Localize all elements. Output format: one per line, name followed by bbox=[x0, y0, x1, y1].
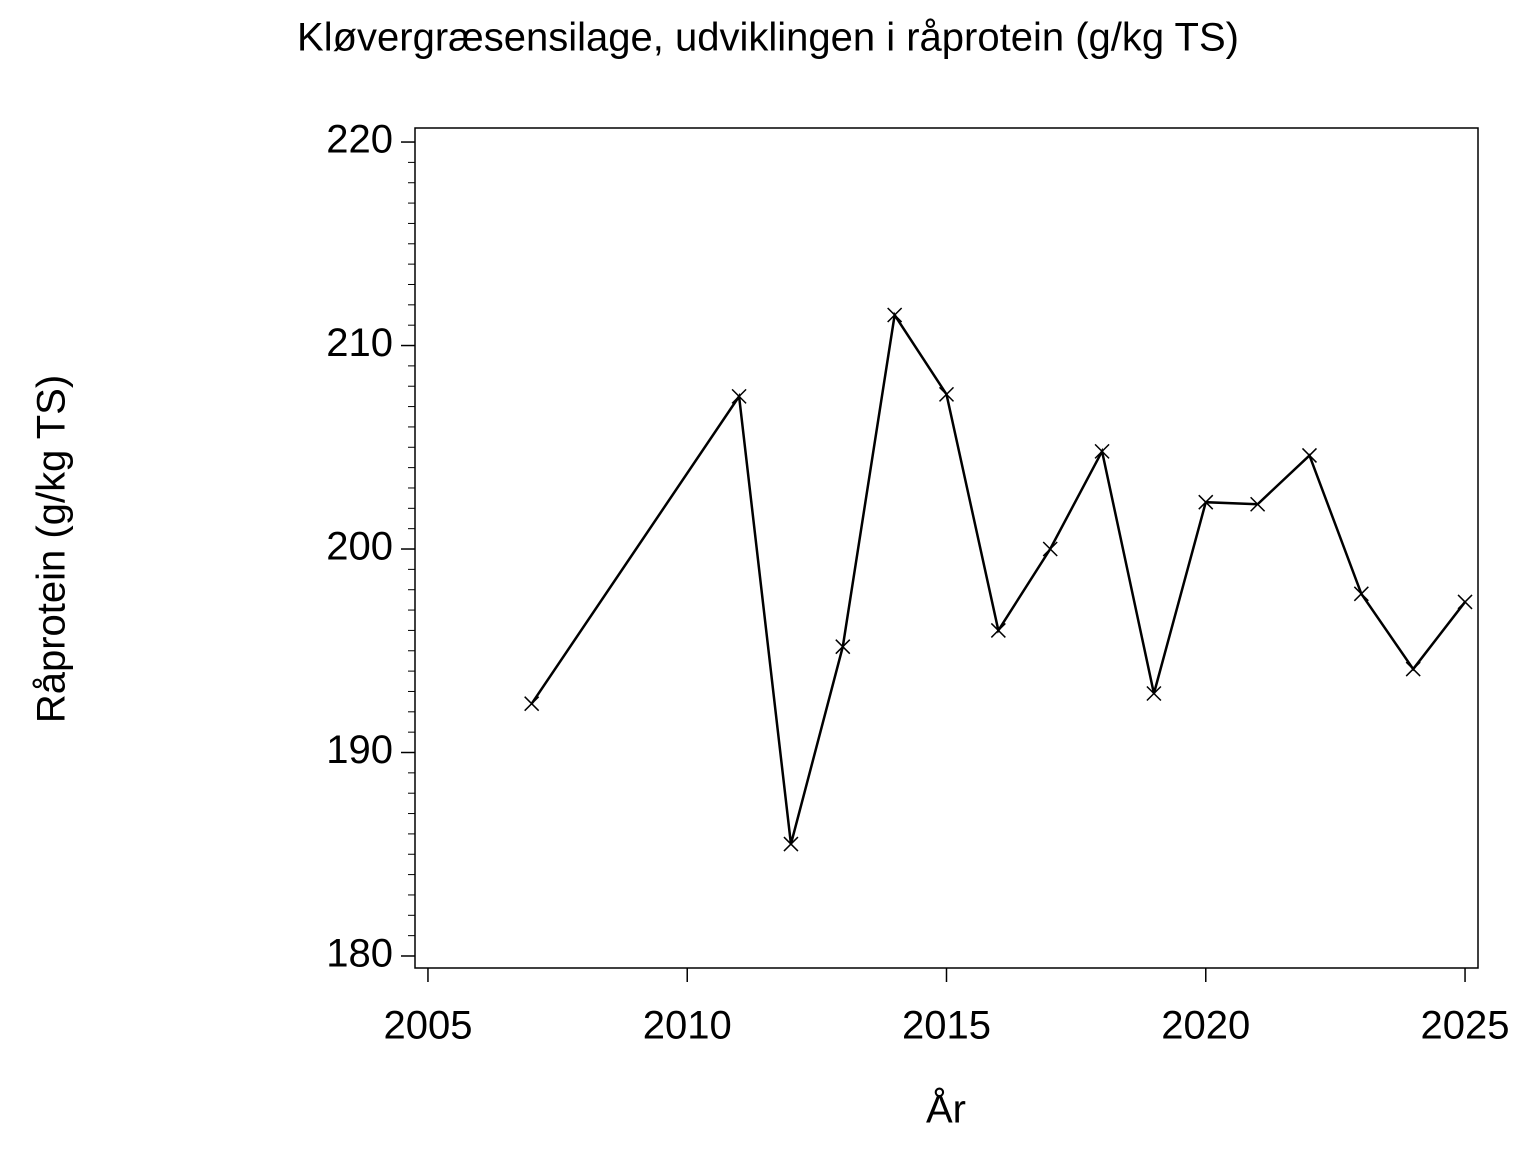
x-tick-label: 2010 bbox=[643, 1004, 732, 1048]
data-marker bbox=[524, 696, 540, 712]
chart-title: Kløvergræsensilage, udviklingen i råprot… bbox=[297, 16, 1239, 60]
data-marker bbox=[1353, 586, 1369, 602]
data-marker bbox=[938, 386, 955, 402]
y-tick-label: 210 bbox=[326, 321, 393, 365]
y-tick-label: 200 bbox=[326, 525, 393, 569]
data-marker bbox=[1042, 541, 1058, 557]
x-tick-label: 2005 bbox=[383, 1004, 472, 1048]
y-axis-label: Råprotein (g/kg TS) bbox=[30, 375, 74, 723]
y-tick-label: 180 bbox=[326, 932, 393, 976]
x-tick-label: 2015 bbox=[902, 1004, 991, 1048]
y-tick-label: 190 bbox=[326, 728, 393, 772]
data-marker bbox=[990, 622, 1006, 638]
x-axis-label: År bbox=[926, 1087, 966, 1132]
data-marker bbox=[1301, 447, 1318, 463]
data-marker bbox=[1094, 443, 1110, 459]
data-marker bbox=[1250, 496, 1266, 512]
data-marker bbox=[1198, 494, 1214, 510]
x-tick-label: 2025 bbox=[1421, 1004, 1510, 1048]
data-marker bbox=[1405, 661, 1421, 677]
data-marker bbox=[783, 836, 799, 852]
data-marker bbox=[1146, 685, 1162, 702]
data-marker bbox=[887, 307, 903, 323]
x-tick-label: 2020 bbox=[1161, 1004, 1250, 1048]
data-marker bbox=[731, 388, 747, 404]
y-tick-label: 220 bbox=[326, 118, 393, 162]
data-marker bbox=[835, 639, 851, 655]
data-line bbox=[530, 311, 1467, 845]
data-marker bbox=[1457, 594, 1473, 610]
plot-frame bbox=[414, 127, 1479, 969]
